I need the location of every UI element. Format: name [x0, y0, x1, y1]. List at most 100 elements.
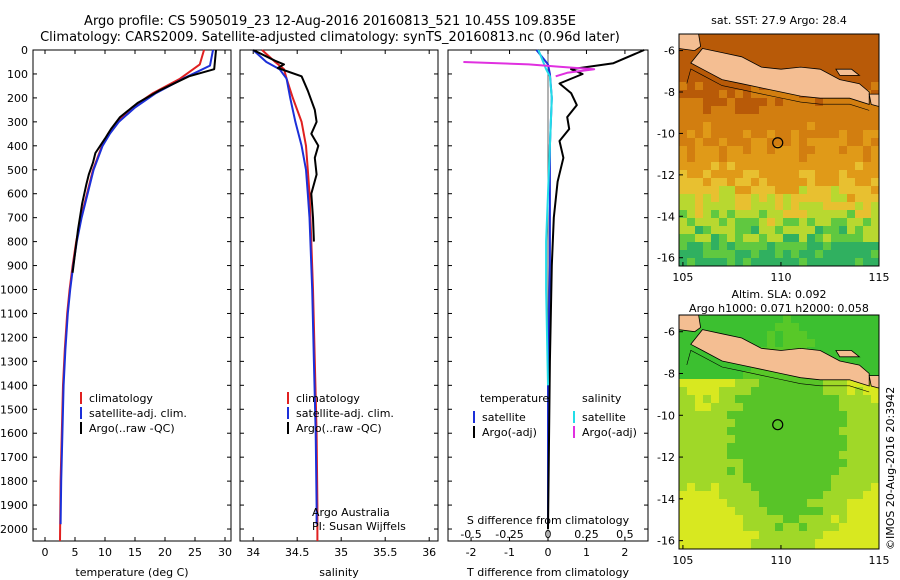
- lat-tick-label: -8: [664, 368, 675, 381]
- legend-label: Argo(..raw -QC): [89, 422, 175, 435]
- depth-tick-label: 1800: [0, 475, 28, 488]
- x-tick-label: 34.5: [285, 546, 310, 559]
- x-axis-label: T difference from climatology: [466, 566, 629, 579]
- legend-header: salinity: [582, 392, 622, 405]
- x-tick-label: 36: [422, 546, 436, 559]
- lat-tick-label: -16: [657, 252, 675, 265]
- map-panel-2: -6 -8 -10 -12 -14 -16 105 110 115 Altim. SLA: 0.0…: [657, 288, 889, 567]
- lat-tick-label: -8: [664, 86, 675, 99]
- x-tick-label: 1: [583, 546, 590, 559]
- depth-contour: [686, 349, 870, 393]
- figure-title-line-1: Argo profile: CS 5905019_23 12-Aug-2016 …: [84, 14, 576, 29]
- imos-credit: ©IMOS 20-Aug-2016 20:3942: [884, 386, 897, 550]
- x-tick-label: 20: [158, 546, 172, 559]
- depth-tick-label: 1700: [0, 451, 28, 464]
- land-mass: [690, 48, 870, 105]
- secondary-tick-label: -0.5: [460, 528, 481, 541]
- legend-label: satellite: [482, 411, 526, 424]
- lat-tick-label: -14: [657, 210, 675, 223]
- legend-label: Argo(..raw -QC): [296, 422, 382, 435]
- depth-tick-label: 1600: [0, 427, 28, 440]
- lat-tick-label: -16: [657, 535, 675, 548]
- x-tick-label: 34: [246, 546, 260, 559]
- lon-tick-label: 115: [869, 554, 890, 567]
- map-label-2: Argo h1000: 0.071 h2000: 0.058: [689, 302, 869, 315]
- x-tick-label: 30: [218, 546, 232, 559]
- land-mass: [678, 33, 702, 52]
- series-line-argo---raw--qc-: [71, 49, 217, 273]
- argo-location-marker: [772, 137, 784, 149]
- lon-tick-label: 115: [869, 271, 890, 284]
- series-line-satellite: [537, 49, 553, 386]
- land-mass: [835, 68, 861, 76]
- secondary-tick-label: 0: [545, 528, 552, 541]
- x-tick-label: 5: [72, 546, 79, 559]
- depth-tick-label: 0: [21, 44, 28, 57]
- depth-tick-label: 900: [7, 260, 28, 273]
- lat-tick-label: -14: [657, 493, 675, 506]
- depth-tick-label: 1500: [0, 403, 28, 416]
- x-tick-label: -2: [466, 546, 477, 559]
- secondary-tick-label: 0.5: [616, 528, 634, 541]
- figure-title-line-2: Climatology: CARS2009. Satellite-adjuste…: [40, 30, 620, 45]
- x-tick-label: -1: [504, 546, 515, 559]
- x-tick-label: 15: [128, 546, 142, 559]
- land-mass: [678, 314, 702, 333]
- map-label: Altim. SLA: 0.092: [731, 288, 826, 301]
- profile-panel-1: 0100200300400500600700800900100011001200…: [0, 44, 232, 579]
- lat-tick-label: -10: [657, 127, 675, 140]
- legend-label: satellite-adj. clim.: [89, 407, 187, 420]
- legend-label: Argo(-adj): [582, 426, 637, 439]
- lon-tick-label: 110: [770, 271, 791, 284]
- lat-tick-label: -12: [657, 451, 675, 464]
- x-tick-label: 0: [545, 546, 552, 559]
- legend-label: Argo(-adj): [482, 426, 537, 439]
- depth-tick-label: 800: [7, 236, 28, 249]
- lat-tick-label: -6: [664, 45, 675, 58]
- plot-frame: [32, 49, 232, 542]
- map-frame: [678, 314, 880, 550]
- map-label: sat. SST: 27.9 Argo: 28.4: [711, 14, 847, 27]
- depth-tick-label: 500: [7, 164, 28, 177]
- series-line-satellite-adj--clim-: [252, 49, 318, 525]
- legend-label: climatology: [89, 392, 153, 405]
- argo-location-marker: [772, 419, 784, 431]
- x-tick-label: 0: [42, 546, 49, 559]
- series-line-argo---raw--qc-: [252, 49, 320, 242]
- x-tick-label: 25: [188, 546, 202, 559]
- x-tick-label: 10: [98, 546, 112, 559]
- depth-tick-label: 700: [7, 212, 28, 225]
- depth-tick-label: 600: [7, 188, 28, 201]
- map-panel-1: -6 -8 -10 -12 -14 -16 105 110 115 sat. SST: 27.9 …: [657, 14, 889, 284]
- depth-tick-label: 1400: [0, 379, 28, 392]
- legend-header: temperature: [480, 392, 549, 405]
- lat-tick-label: -12: [657, 169, 675, 182]
- legend-label: climatology: [296, 392, 360, 405]
- depth-tick-label: 1200: [0, 331, 28, 344]
- legend-label: satellite: [582, 411, 626, 424]
- depth-tick-label: 200: [7, 92, 28, 105]
- depth-tick-label: 1300: [0, 355, 28, 368]
- series-line-argo--adj-: [463, 61, 596, 78]
- lon-tick-label: 105: [672, 271, 693, 284]
- panel-annotation: PI: Susan Wijffels: [312, 520, 406, 533]
- depth-tick-label: 1100: [0, 307, 28, 320]
- land-mass: [835, 350, 861, 358]
- map-frame: [678, 33, 880, 267]
- secondary-tick-label: -0.25: [495, 528, 523, 541]
- lon-tick-label: 110: [770, 554, 791, 567]
- x-axis-label: temperature (deg C): [75, 566, 188, 579]
- secondary-tick-label: 0.25: [574, 528, 599, 541]
- x-axis-label: salinity: [319, 566, 359, 579]
- land-mass: [690, 329, 870, 387]
- depth-tick-label: 300: [7, 116, 28, 129]
- depth-tick-label: 400: [7, 140, 28, 153]
- plot-frame: [239, 49, 439, 542]
- depth-contour: [686, 68, 870, 111]
- lat-tick-label: -10: [657, 409, 675, 422]
- legend-label: satellite-adj. clim.: [296, 407, 394, 420]
- depth-tick-label: 1000: [0, 284, 28, 297]
- x-tick-label: 35: [334, 546, 348, 559]
- depth-tick-label: 2000: [0, 523, 28, 536]
